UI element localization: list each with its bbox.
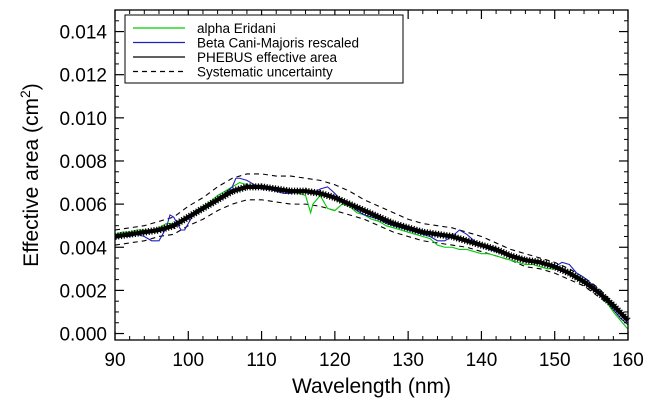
series-line-phebus (114, 184, 630, 323)
series-line-phebus-texture (114, 183, 631, 324)
legend-phebus-label: PHEBUS effective area (197, 50, 338, 65)
y-tick-label: 0.004 (59, 238, 107, 259)
axis-ticks (114, 10, 629, 340)
y-tick-label: 0.014 (59, 23, 107, 44)
plot-frame (114, 9, 629, 341)
y-axis-label-main: Effective area (cm (20, 98, 43, 267)
y-tick-label: 0.010 (59, 109, 107, 130)
x-tick-label: 130 (392, 350, 424, 371)
uncertainty-lower-line (114, 199, 629, 324)
axis-tick-labels: 90 100 110 120 130 140 150 160 0.000 0.002 0.004 0.… (59, 23, 643, 371)
x-tick-label: 160 (612, 350, 644, 371)
y-tick-label: 0.006 (59, 195, 107, 216)
y-tick-label: 0.008 (59, 152, 107, 173)
y-axis-label-tail: ) (20, 83, 43, 90)
y-tick-label: 0.000 (59, 325, 107, 346)
y-axis-label: Effective area (cm2) (17, 83, 43, 267)
legend-alpha-eridani-label: alpha Eridani (197, 21, 276, 36)
x-tick-label: 150 (539, 350, 571, 371)
y-tick-label: 0.002 (59, 281, 107, 302)
x-tick-label: 140 (466, 350, 498, 371)
y-axis-label-superscript: 2 (17, 90, 33, 98)
x-tick-label: 100 (172, 350, 204, 371)
y-tick-label: 0.012 (59, 66, 107, 87)
x-tick-label: 90 (104, 350, 125, 371)
plot-content (114, 173, 631, 330)
x-tick-label: 120 (319, 350, 351, 371)
x-tick-label: 110 (246, 350, 276, 371)
uncertainty-upper-line (114, 173, 629, 319)
series-line-beta-cani-majoris (114, 177, 629, 326)
legend-beta-cani-majoris-label: Beta Cani-Majoris rescaled (197, 36, 359, 51)
legend-systematic-label: Systematic uncertainty (197, 65, 333, 80)
x-axis-label: Wavelength (nm) (292, 375, 451, 398)
